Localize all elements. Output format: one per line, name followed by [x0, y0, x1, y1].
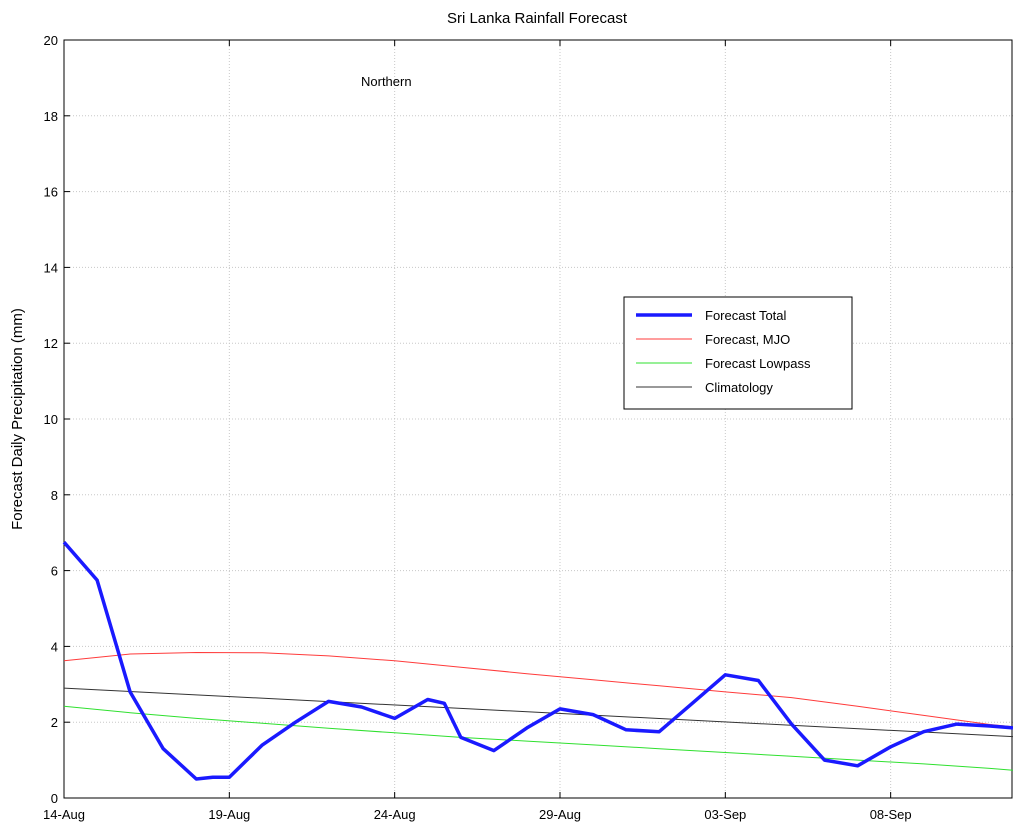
series-line-forecast-lowpass [63, 705, 1013, 771]
legend-label: Forecast, MJO [705, 332, 790, 347]
series-lines [62, 541, 1013, 781]
y-tick-label: 16 [44, 185, 58, 200]
y-tick-label: 4 [51, 639, 58, 654]
y-tick-label: 2 [51, 715, 58, 730]
y-tick-label: 12 [44, 336, 58, 351]
x-tick-label: 03-Sep [704, 807, 746, 822]
legend-label: Forecast Total [705, 308, 787, 323]
axes: 14-Aug 19-Aug 24-Aug 29-Aug 03-Sep 08-Sep 0 2 4 6… [43, 33, 912, 822]
legend: Forecast Total Forecast, MJO Forecast Lowp… [623, 296, 853, 410]
x-tick-label: 19-Aug [208, 807, 250, 822]
y-tick-label: 0 [51, 791, 58, 806]
legend-label: Climatology [705, 380, 773, 395]
x-tick-label: 24-Aug [374, 807, 416, 822]
series-line-climatology [63, 687, 1013, 738]
series-line-forecast-mjo [63, 652, 1013, 728]
y-tick-label: 18 [44, 109, 58, 124]
legend-label: Forecast Lowpass [705, 356, 811, 371]
region-annotation: Northern [361, 74, 412, 89]
x-tick-label: 29-Aug [539, 807, 581, 822]
grid [64, 40, 1013, 798]
y-tick-label: 14 [44, 260, 58, 275]
y-tick-label: 10 [44, 412, 58, 427]
y-tick-label: 6 [51, 564, 58, 579]
x-tick-label: 14-Aug [43, 807, 85, 822]
y-tick-label: 20 [44, 33, 58, 48]
x-tick-label: 08-Sep [870, 807, 912, 822]
series-line-forecast-total [62, 541, 1013, 781]
y-axis-title: Forecast Daily Precipitation (mm) [9, 308, 26, 530]
chart-title: Sri Lanka Rainfall Forecast [447, 10, 628, 27]
y-tick-label: 8 [51, 488, 58, 503]
